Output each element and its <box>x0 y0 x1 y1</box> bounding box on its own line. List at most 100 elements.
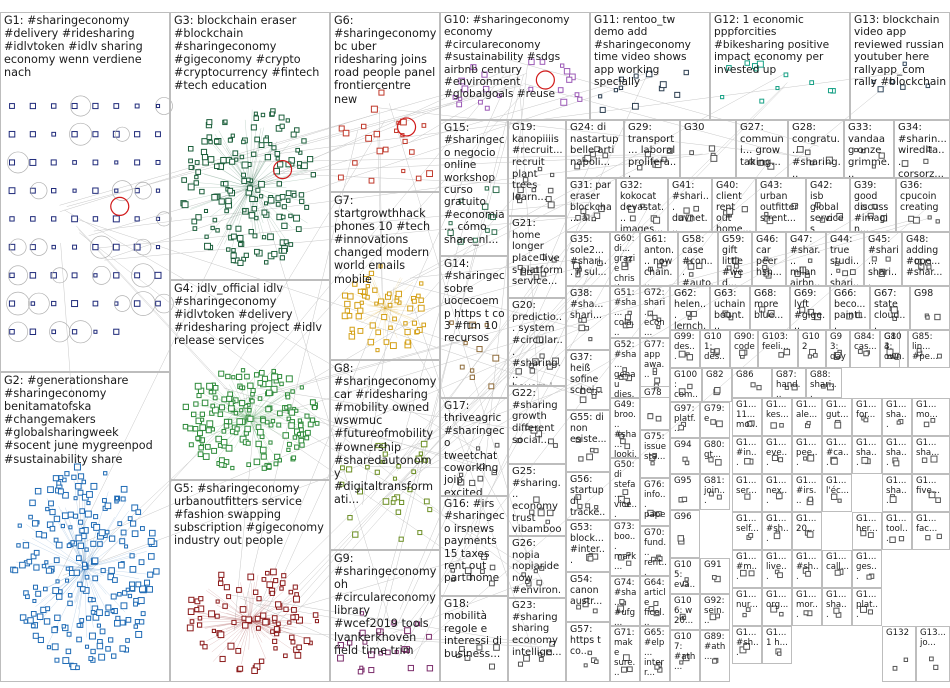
node <box>799 266 807 274</box>
node <box>92 614 100 621</box>
node <box>762 264 768 270</box>
group-label-g7: G7: startgrowthhack phones 10 #tech #inn… <box>334 194 434 286</box>
nodes-g35 <box>572 260 603 278</box>
node <box>34 487 42 495</box>
node <box>259 446 267 454</box>
node <box>726 65 732 71</box>
node <box>222 603 228 609</box>
node <box>492 186 500 194</box>
node <box>242 622 249 629</box>
node <box>271 145 277 151</box>
node <box>587 650 593 656</box>
self-loop <box>114 295 131 312</box>
group-label-g98: G98 <box>914 288 934 299</box>
node <box>153 568 160 575</box>
inter-group-edge <box>408 82 512 144</box>
node <box>217 631 225 639</box>
node <box>458 77 466 85</box>
group-label-g39: G39: good discuss #imagin... <box>854 180 892 232</box>
node <box>918 263 925 270</box>
node <box>91 597 96 603</box>
node <box>146 586 153 593</box>
node <box>367 338 375 346</box>
group-box-g49: G49: broo... #sha... looki... <box>610 398 640 458</box>
node <box>912 216 920 224</box>
inter-group-edge <box>269 274 594 625</box>
group-box-g115: G1... #ca... <box>822 436 852 474</box>
node <box>624 502 629 507</box>
node <box>398 536 404 542</box>
node <box>720 95 725 100</box>
intra-group-edge <box>244 119 251 188</box>
nodes-g31 <box>575 205 605 222</box>
node <box>210 225 215 231</box>
group-label-g16: G16: #irs #sharingeco irsnews payments 1… <box>444 498 505 585</box>
node <box>233 411 239 416</box>
node <box>362 639 368 645</box>
node <box>282 432 289 439</box>
node <box>464 655 471 661</box>
intra-group-edge <box>384 308 400 314</box>
inter-group-edge <box>267 84 524 155</box>
group-box-g123: G1... 20... <box>792 512 822 550</box>
nodes-g27 <box>749 159 775 170</box>
node <box>17 523 22 528</box>
group-box-g102: G102 <box>798 330 826 368</box>
node <box>269 590 275 596</box>
inter-group-edge <box>399 205 471 450</box>
node <box>476 346 483 353</box>
node <box>198 444 204 451</box>
group-box-g30: G30 <box>680 120 736 178</box>
node <box>314 619 319 624</box>
node <box>218 370 225 377</box>
node <box>206 119 213 126</box>
node <box>767 309 775 317</box>
node <box>395 290 402 298</box>
node <box>417 304 425 312</box>
node <box>195 435 201 441</box>
node <box>536 336 544 344</box>
group-label-g48: G48: adding #ope... #shar... <box>906 234 944 278</box>
node <box>647 310 654 317</box>
node <box>871 256 877 262</box>
node <box>281 573 287 579</box>
node <box>8 243 16 251</box>
node <box>537 166 543 172</box>
nodes-g9 <box>337 611 434 675</box>
node <box>255 187 261 193</box>
node <box>566 76 573 83</box>
node <box>419 281 424 286</box>
node <box>49 525 56 532</box>
group-label-g43: G43: urban outfitters rent... <box>760 180 799 224</box>
group-box-g75: G75: issue sta... <box>640 430 670 478</box>
group-label-g80: G80: gt... <box>704 440 728 461</box>
group-box-g69: G69: lyft #gige... <box>790 286 830 330</box>
intra-group-edge <box>363 308 386 321</box>
node <box>304 435 310 441</box>
node <box>44 560 49 565</box>
node <box>54 657 60 663</box>
node <box>517 197 523 204</box>
inter-group-edge <box>267 426 467 565</box>
group-label-g113: G1... eve... <box>766 438 790 469</box>
node <box>368 651 375 659</box>
self-loop <box>69 122 92 146</box>
group-label-g9: G9: #sharingeconomy oh #circulareconomy … <box>334 552 440 657</box>
node <box>476 644 483 651</box>
node <box>489 564 496 571</box>
intra-group-edge <box>362 308 386 330</box>
group-box-g104: G104: own... <box>880 330 908 368</box>
node <box>599 106 606 113</box>
node <box>804 149 811 156</box>
node <box>274 151 281 157</box>
node <box>470 64 477 71</box>
group-box-g35: G35: sole2... #shari... il sul... <box>566 232 610 286</box>
intra-group-edge <box>22 539 86 569</box>
node <box>683 69 689 76</box>
group-label-g110: G1... ale... <box>796 400 820 421</box>
node <box>757 160 764 166</box>
node <box>281 247 288 254</box>
node <box>30 301 36 306</box>
node <box>296 644 302 651</box>
node <box>292 584 298 590</box>
